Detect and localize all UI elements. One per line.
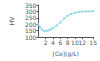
svg-text:8: 8 [66, 39, 70, 46]
svg-text:350: 350 [25, 2, 37, 9]
svg-text:[Co](g/L): [Co](g/L) [53, 50, 79, 58]
svg-text:6: 6 [58, 39, 62, 46]
svg-text:2: 2 [44, 39, 48, 46]
svg-text:HV: HV [8, 16, 15, 26]
svg-text:250: 250 [25, 14, 37, 21]
svg-text:10: 10 [71, 38, 79, 46]
svg-text:300: 300 [25, 8, 37, 15]
svg-text:4: 4 [51, 39, 55, 46]
svg-text:100: 100 [25, 34, 37, 41]
svg-text:150: 150 [25, 27, 37, 34]
svg-text:200: 200 [25, 21, 37, 28]
svg-text:15: 15 [89, 39, 97, 46]
svg-text:12: 12 [78, 39, 86, 46]
